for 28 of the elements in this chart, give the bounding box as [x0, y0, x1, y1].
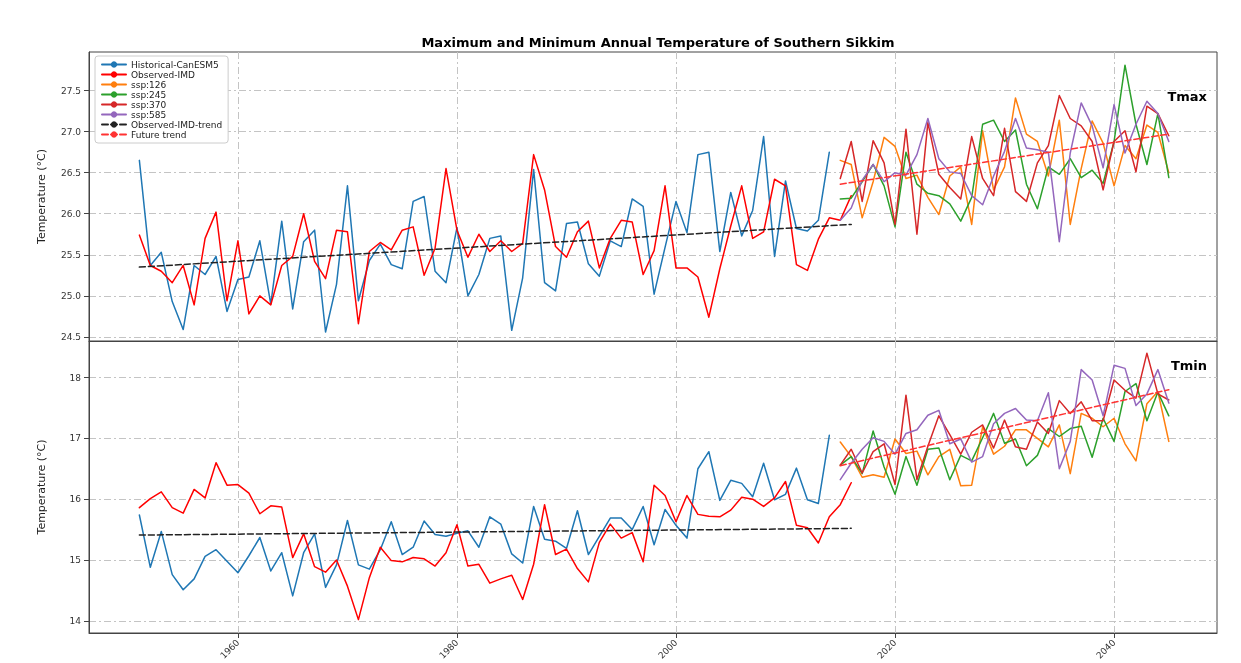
y-tick-label: 25.5 [60, 249, 81, 260]
legend-label: Observed-IMD-trend [131, 119, 223, 130]
y-tick-label: 24.5 [60, 331, 81, 342]
y-tick-label: 26.0 [60, 208, 82, 219]
y-tick-label: 14 [69, 615, 82, 626]
y-tick-label: 17 [69, 433, 81, 444]
line-series [138, 461, 852, 621]
legend-label: Observed-IMD [131, 69, 195, 80]
legend-label: Future trend [131, 129, 187, 140]
y-tick-label: 26.5 [60, 167, 81, 178]
y-tick-label: 27.5 [60, 85, 81, 96]
chart-title: Maximum and Minimum Annual Temperature of Southern Sikkim [421, 35, 895, 50]
annotation: Tmax [1167, 89, 1208, 104]
line-series [138, 153, 852, 325]
annotation: Tmin [1170, 358, 1207, 373]
y-tick-label: 16 [69, 494, 82, 505]
y-tick-label: 18 [69, 372, 82, 383]
y-axis-title: Temperature (°C) [35, 149, 48, 245]
legend-label: ssp:585 [131, 109, 167, 120]
legend-label: ssp:245 [131, 89, 167, 100]
legend-label: Historical-CanESM5 [131, 59, 219, 70]
y-tick-label: 25.0 [60, 290, 82, 301]
legend-label: ssp:126 [131, 79, 167, 90]
line-series [138, 434, 831, 597]
y-tick-label: 27.0 [60, 126, 82, 137]
legend-label: ssp:370 [131, 99, 167, 110]
y-tick-label: 15 [69, 555, 81, 565]
y-axis-title: Temperature (°C) [35, 439, 48, 536]
